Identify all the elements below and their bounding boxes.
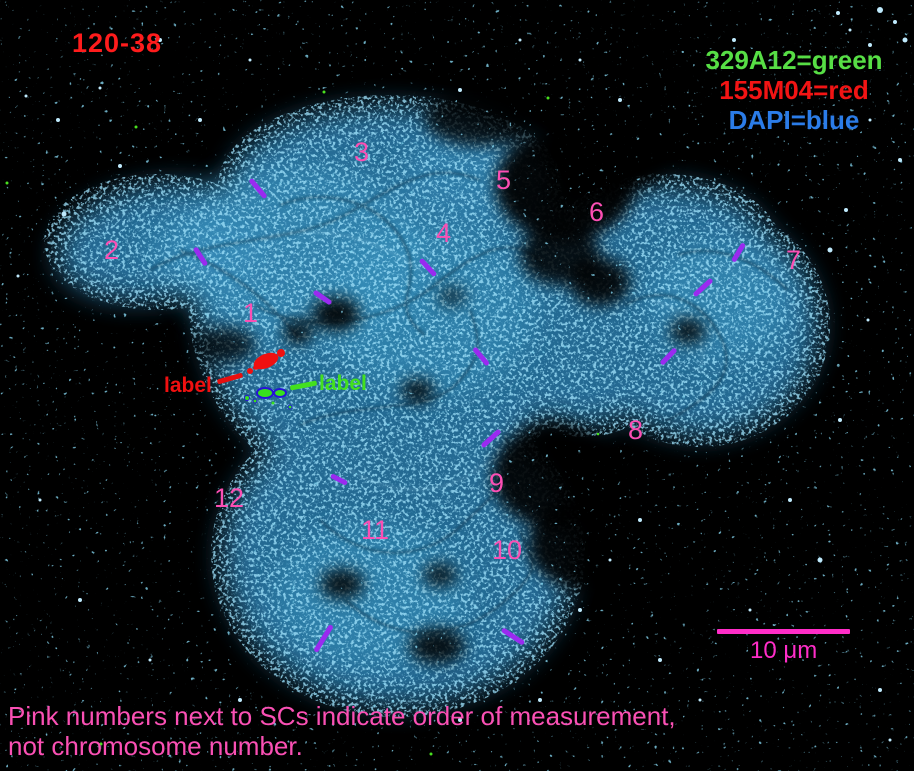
legend-red-probe: 155M04=red (719, 75, 869, 105)
green-fish-signal (244, 387, 293, 410)
sc-number-6: 6 (589, 197, 605, 227)
measurement-tick-12 (500, 627, 526, 646)
stray-dots (16, 7, 908, 742)
measurement-tick-1 (248, 177, 268, 200)
measurement-tick-10 (329, 473, 349, 486)
red-label-pointer-line (216, 372, 244, 385)
sc-number-4: 4 (436, 218, 452, 248)
measurement-tick-4 (418, 257, 438, 278)
caption-line-1: Pink numbers next to SCs indicate order … (8, 701, 676, 731)
sc-number-8: 8 (628, 415, 644, 445)
measurement-tick-8 (472, 346, 490, 367)
sc-number-7: 7 (786, 245, 802, 275)
scale-bar-label: 10 μm (750, 637, 818, 664)
sc-number-1: 1 (243, 298, 259, 328)
slide-id-label: 120-38 (72, 28, 163, 58)
red-probe-signal-label: label (164, 374, 212, 397)
measurement-tick-9 (480, 428, 502, 449)
probe-legend: 329A12=green 155M04=red DAPI=blue (698, 45, 890, 135)
measurement-tick-3 (312, 289, 333, 306)
sc-number-12: 12 (214, 483, 245, 513)
measurement-tick-11 (313, 624, 334, 653)
red-fish-signal (247, 349, 285, 374)
green-label-pointer-line (289, 380, 318, 391)
legend-dapi: DAPI=blue (728, 105, 860, 135)
measurement-tick-2 (192, 246, 209, 267)
measurement-tick-5 (730, 242, 747, 263)
scale-bar (717, 629, 850, 634)
measurement-tick-6 (692, 277, 714, 298)
caption-line-2: not chromosome number. (8, 731, 303, 761)
sc-number-9: 9 (489, 468, 505, 498)
sc-number-11: 11 (361, 515, 390, 545)
sc-number-2: 2 (104, 235, 120, 265)
sc-number-5: 5 (496, 165, 512, 195)
green-probe-signal-label: label (319, 372, 367, 395)
sc-number-3: 3 (354, 137, 370, 167)
green-stray-specks (5, 90, 600, 756)
sc-number-10: 10 (492, 535, 523, 565)
measurement-tick-7 (659, 347, 678, 366)
legend-green-probe: 329A12=green (705, 45, 883, 75)
figure-caption: Pink numbers next to SCs indicate order … (8, 701, 676, 761)
